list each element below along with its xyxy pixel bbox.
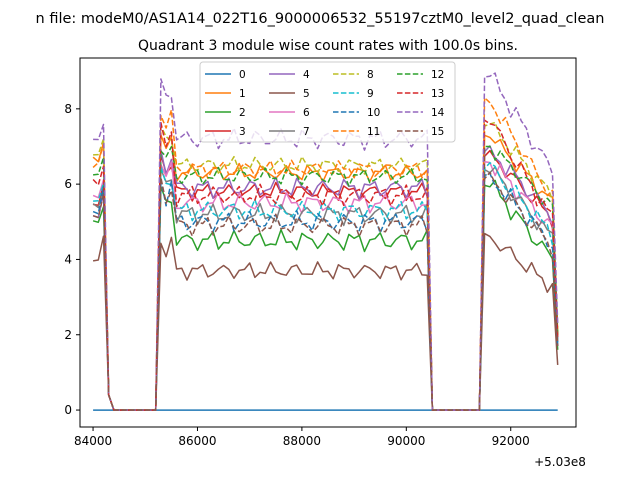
- series-line-9: [93, 162, 559, 411]
- legend-box: [199, 61, 456, 143]
- x-tick-label: 92000: [492, 434, 530, 448]
- legend-label: 5: [303, 88, 310, 100]
- legend-label: 2: [239, 107, 246, 119]
- legend-label: 3: [239, 126, 246, 138]
- legend-label: 7: [303, 126, 310, 138]
- x-tick-label: 88000: [283, 434, 321, 448]
- legend-label: 6: [303, 107, 310, 119]
- plot-frame: [79, 57, 577, 428]
- series-line-15: [92, 171, 559, 411]
- series-line-7: [92, 166, 559, 411]
- y-tick-label: 6: [64, 177, 72, 191]
- legend-label: 0: [239, 69, 246, 81]
- series-line-6: [92, 161, 559, 411]
- y-tick-label: 4: [64, 252, 72, 266]
- legend-label: 14: [431, 107, 445, 119]
- series-lines: [92, 72, 559, 411]
- y-axis: 0 2 4 6 8: [64, 102, 80, 417]
- y-tick-label: 8: [64, 102, 72, 116]
- y-tick-label: 2: [64, 328, 72, 342]
- legend-label: 12: [431, 69, 444, 81]
- series-line-11: [92, 96, 559, 411]
- x-axis-offset-label: +5.03e8: [534, 455, 586, 469]
- legend-label: 11: [367, 126, 380, 138]
- legend-label: 8: [367, 69, 374, 81]
- legend-label: 4: [303, 69, 310, 81]
- x-tick-label: 90000: [387, 434, 425, 448]
- x-axis: 84000 86000 88000 90000 92000: [74, 427, 530, 448]
- legend-label: 1: [239, 88, 246, 100]
- x-tick-label: 84000: [74, 434, 112, 448]
- legend-label: 13: [431, 88, 444, 100]
- legend-label: 10: [367, 107, 380, 119]
- series-line-1: [92, 134, 559, 411]
- figure-suptitle: n file: modeM0/AS1A14_022T16_9000006532_…: [36, 11, 605, 27]
- series-line-5: [92, 232, 559, 411]
- legend-label: 9: [367, 88, 374, 100]
- y-tick-label: 0: [64, 403, 72, 417]
- x-tick-label: 86000: [178, 434, 216, 448]
- chart-title: Quadrant 3 module wise count rates with …: [138, 38, 518, 54]
- legend-label: 15: [431, 126, 444, 138]
